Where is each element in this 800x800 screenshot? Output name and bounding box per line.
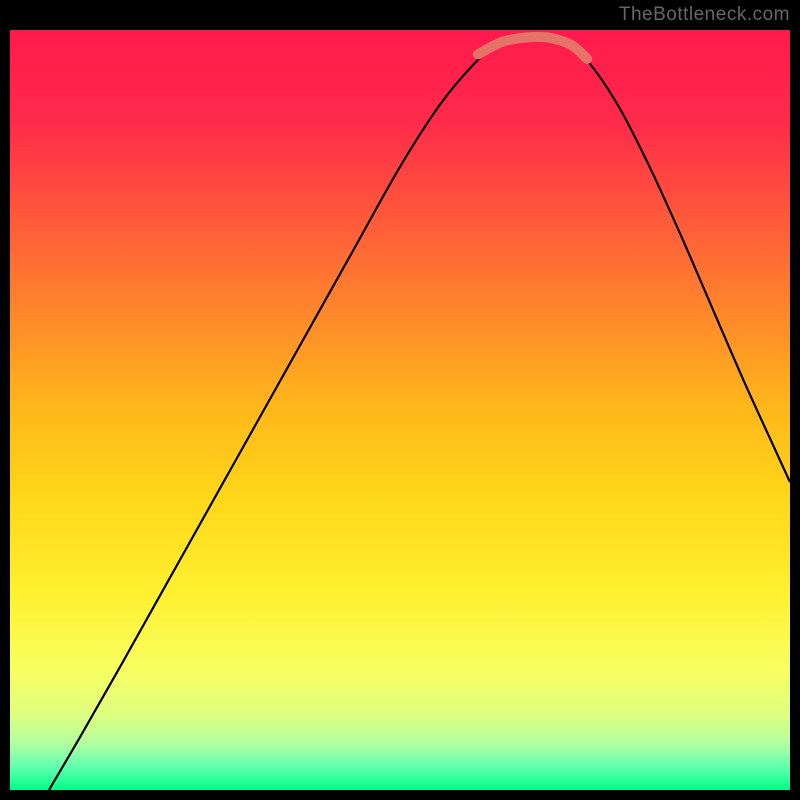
plot-area	[10, 30, 790, 790]
optimal-range-marker	[10, 30, 790, 790]
attribution-text: TheBottleneck.com	[619, 4, 790, 26]
